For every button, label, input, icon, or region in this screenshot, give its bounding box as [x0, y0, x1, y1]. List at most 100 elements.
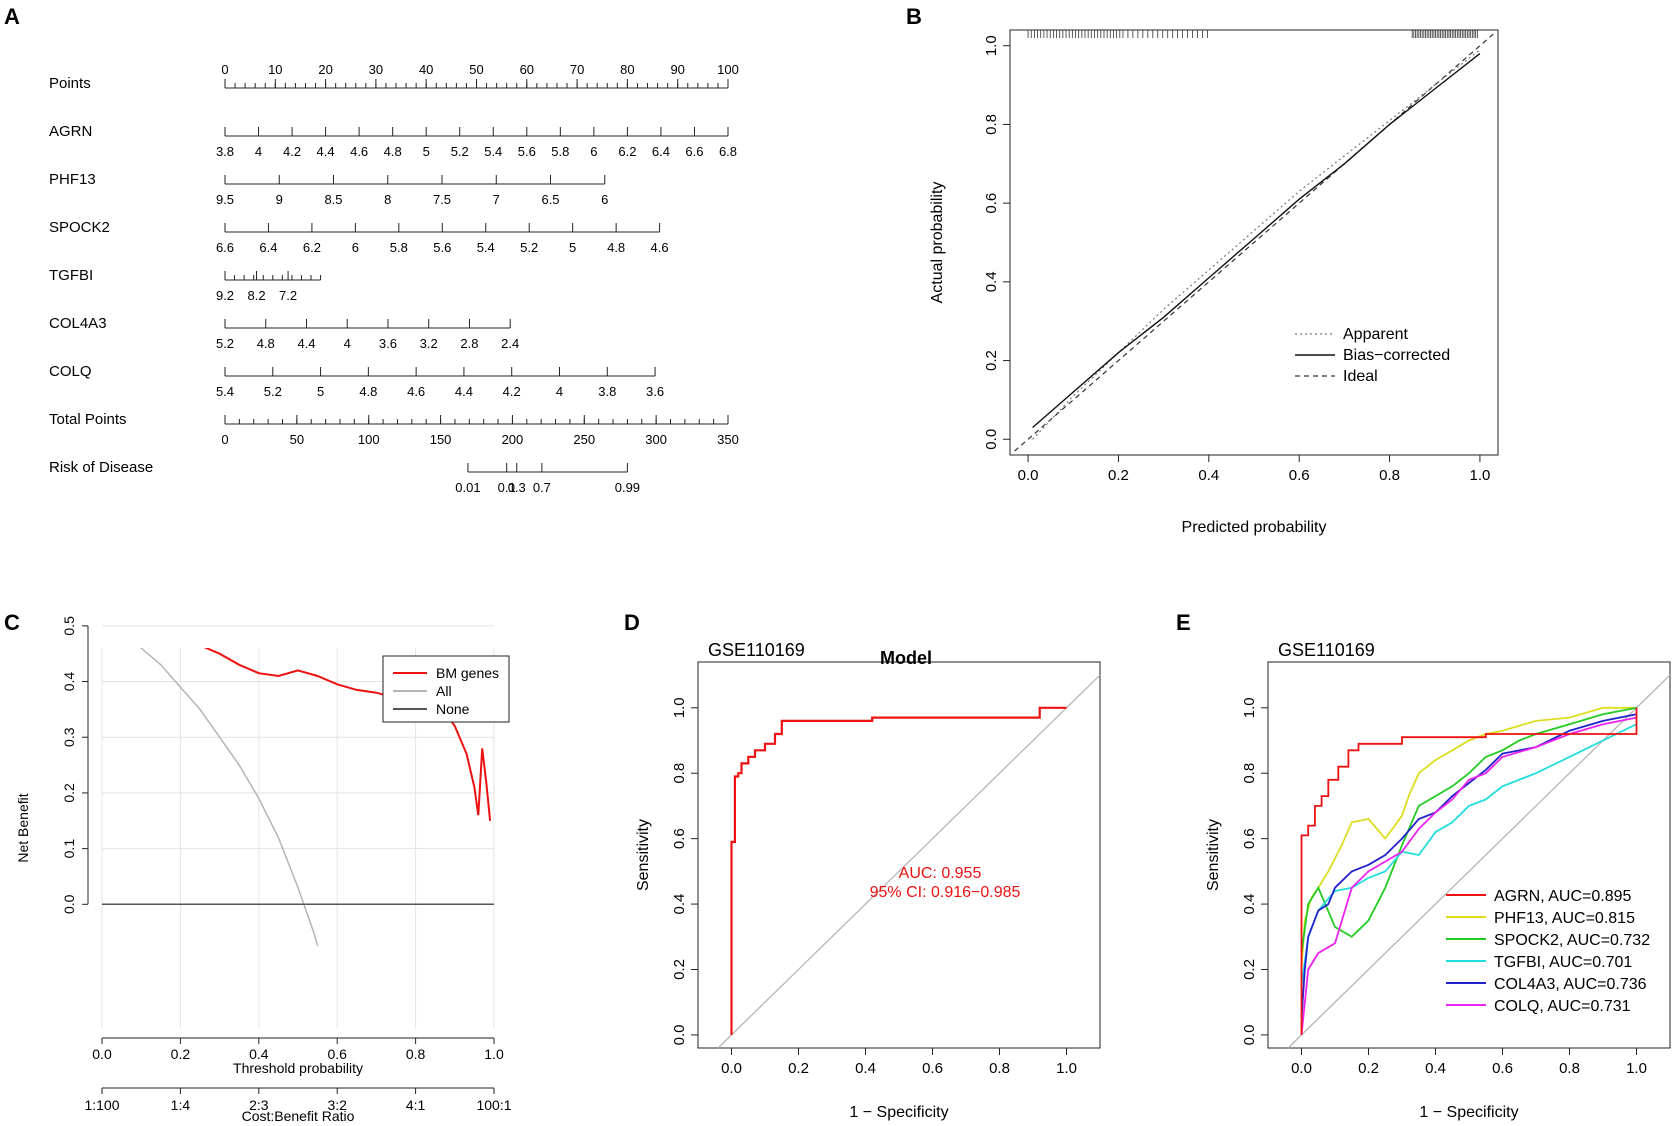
x-tick-label: 0.0 [1018, 467, 1039, 484]
nomogram-tick-label: 60 [520, 62, 534, 77]
nomogram-tick-label: 10 [268, 62, 282, 77]
nomogram-tick-label: 0.7 [533, 480, 551, 495]
panel-label-a: A [4, 4, 20, 29]
diagonal-reference [1287, 674, 1671, 1049]
nomogram-tick-label: 6 [601, 192, 608, 207]
nomogram-tick-label: 4 [344, 336, 351, 351]
ci-annotation: 95% CI: 0.916−0.985 [870, 884, 1021, 901]
legend-label: BM genes [436, 665, 499, 681]
x2-tick-label: 100:1 [476, 1097, 511, 1113]
nomogram-tick-label: 5 [569, 240, 576, 255]
nomogram-tick-label: 5.2 [451, 144, 469, 159]
nomogram-tick-label: 150 [430, 432, 452, 447]
nomogram-tick-label: 4.4 [455, 384, 473, 399]
x2-tick-label: 3:2 [327, 1097, 347, 1113]
nomogram-tick-label: 0.1 [498, 480, 516, 495]
legend-label: None [436, 701, 470, 717]
nomogram-tick-label: 4 [255, 144, 262, 159]
nomogram-tick-label: 250 [573, 432, 595, 447]
nomogram-tick-label: 6.2 [618, 144, 636, 159]
x-tick-label: 0.0 [92, 1046, 112, 1062]
nomogram-tick-label: 20 [318, 62, 332, 77]
y-tick-label: 0.0 [61, 894, 77, 914]
nomogram-tick-label: 300 [645, 432, 667, 447]
bias-corrected-line [1032, 53, 1481, 429]
nomogram-tick-label: 0.3 [508, 480, 526, 495]
y-tick-label: 0.5 [61, 616, 77, 636]
y-tick-label: 0.4 [671, 894, 688, 915]
nomogram-tick-label: 5.2 [216, 336, 234, 351]
nomogram-tick-label: 6 [590, 144, 597, 159]
nomogram-tick-label: 100 [717, 62, 739, 77]
y-tick-label: 0.4 [983, 271, 1000, 292]
apparent-line [1032, 49, 1481, 440]
y-tick-label: 0.1 [61, 839, 77, 859]
nomogram-row-label: PHF13 [49, 171, 96, 188]
panel-label-e: E [1176, 610, 1191, 635]
panel-label-c: C [4, 610, 20, 635]
nomogram-tick-label: 9.2 [216, 288, 234, 303]
y-tick-label: 1.0 [1241, 697, 1258, 718]
x-tick-label: 0.8 [1559, 1060, 1580, 1077]
roc-gene-curve [1300, 706, 1637, 970]
nomogram-tick-label: 80 [620, 62, 634, 77]
nomogram-row-label: SPOCK2 [49, 219, 110, 236]
x-tick-label: 1.0 [1469, 467, 1490, 484]
x-axis-label: 1 − Specificity [1419, 1104, 1518, 1121]
nomogram-tick-label: 9.5 [216, 192, 234, 207]
roc-model-curve [730, 706, 1067, 1035]
x2-tick-label: 4:1 [406, 1097, 426, 1113]
x-tick-label: 0.0 [721, 1060, 742, 1077]
y-tick-label: 0.2 [671, 959, 688, 980]
panel-label-d: D [624, 610, 640, 635]
y-tick-label: 0.4 [1241, 894, 1258, 915]
nomogram-tick-label: 0.99 [615, 480, 640, 495]
nomogram-tick-label: 4.8 [607, 240, 625, 255]
nomogram-tick-label: 5.2 [264, 384, 282, 399]
nomogram-tick-label: 6.5 [541, 192, 559, 207]
plot-title: Model [880, 648, 932, 668]
nomogram-tick-label: 4.6 [407, 384, 425, 399]
x-tick-label: 0.2 [171, 1046, 191, 1062]
nomogram-tick-label: 30 [369, 62, 383, 77]
nomogram-tick-label: 200 [502, 432, 524, 447]
nomogram-tick-label: 4.8 [359, 384, 377, 399]
nomogram-tick-label: 8 [384, 192, 391, 207]
roc-gene-curve [1300, 707, 1638, 1035]
nomogram-tick-label: 4.6 [350, 144, 368, 159]
nomogram-tick-label: 4.2 [503, 384, 521, 399]
nomogram-tick-label: 4.8 [257, 336, 275, 351]
x-axis-label: Threshold probability [233, 1060, 363, 1076]
nomogram-tick-label: 4 [556, 384, 563, 399]
nomogram-row-label: TGFBI [49, 267, 93, 284]
plot-frame [697, 661, 1101, 1049]
y-tick-label: 1.0 [983, 35, 1000, 56]
y-tick-label: 0.6 [671, 828, 688, 849]
nomogram-row-label: Total Points [49, 411, 127, 428]
nomogram-tick-label: 2.8 [460, 336, 478, 351]
nomogram-tick-label: 2.4 [501, 336, 519, 351]
y-tick-label: 1.0 [671, 697, 688, 718]
nomogram-tick-label: 40 [419, 62, 433, 77]
x-axis-label: 1 − Specificity [849, 1104, 948, 1121]
legend-label: Apparent [1343, 326, 1408, 343]
nomogram-tick-label: 4.8 [384, 144, 402, 159]
x-tick-label: 0.4 [855, 1060, 876, 1077]
roc-model-panel: 0.0 0.2 0.4 0.6 0.8 1.0 0.0 0.2 0.4 0.6 0.8 1.0 1 − … [635, 640, 1101, 1121]
nomogram-row-label: Risk of Disease [49, 459, 153, 476]
all-curve [139, 648, 319, 947]
nomogram-tick-label: 7.5 [433, 192, 451, 207]
x-tick-label: 0.2 [1108, 467, 1129, 484]
dataset-label: GSE110169 [708, 640, 805, 660]
x-tick-label: 0.6 [327, 1046, 347, 1062]
x2-axis-label: Cost:Benefit Ratio [242, 1108, 355, 1124]
dataset-label: GSE110169 [1278, 640, 1375, 660]
nomogram-tick-label: 6.4 [259, 240, 277, 255]
nomogram-tick-label: 50 [469, 62, 483, 77]
nomogram-tick-label: 4.4 [297, 336, 315, 351]
nomogram-tick-label: 4.4 [317, 144, 335, 159]
x-tick-label: 0.4 [249, 1046, 269, 1062]
nomogram-row-label: AGRN [49, 123, 92, 140]
x-tick-label: 0.8 [1379, 467, 1400, 484]
